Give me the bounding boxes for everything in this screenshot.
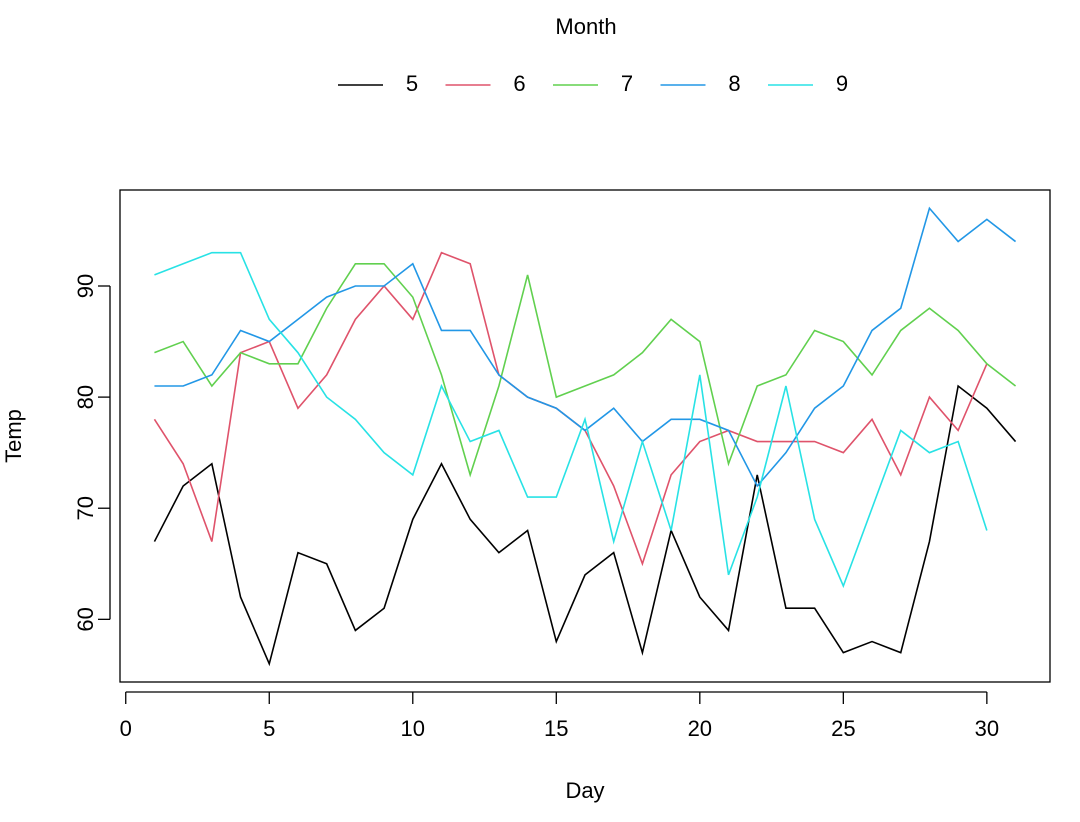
legend-label: 5 [406,71,418,96]
x-tick-label: 20 [688,716,712,741]
series-line [154,262,1017,478]
y-tick-label: 60 [73,607,98,631]
x-axis-label: Day [565,778,604,803]
x-tick-label: 30 [975,716,999,741]
x-tick-label: 0 [120,716,132,741]
plot-frame [119,189,1051,683]
legend-label: 6 [513,71,525,96]
legend-label: 8 [728,71,740,96]
series-line [153,384,1017,667]
y-tick-label: 70 [73,496,98,520]
legend-label: 7 [621,71,633,96]
x-tick-label: 5 [263,716,275,741]
legend-title: Month [555,14,616,39]
series-line [153,251,988,567]
series-line [154,206,1017,488]
series-line [154,251,988,589]
legend-label: 9 [836,71,848,96]
y-axis-label: Temp [1,409,26,463]
y-tick-label: 80 [73,385,98,409]
x-tick-label: 25 [831,716,855,741]
x-tick-label: 15 [544,716,568,741]
x-tick-label: 10 [401,716,425,741]
y-tick-label: 90 [73,274,98,298]
